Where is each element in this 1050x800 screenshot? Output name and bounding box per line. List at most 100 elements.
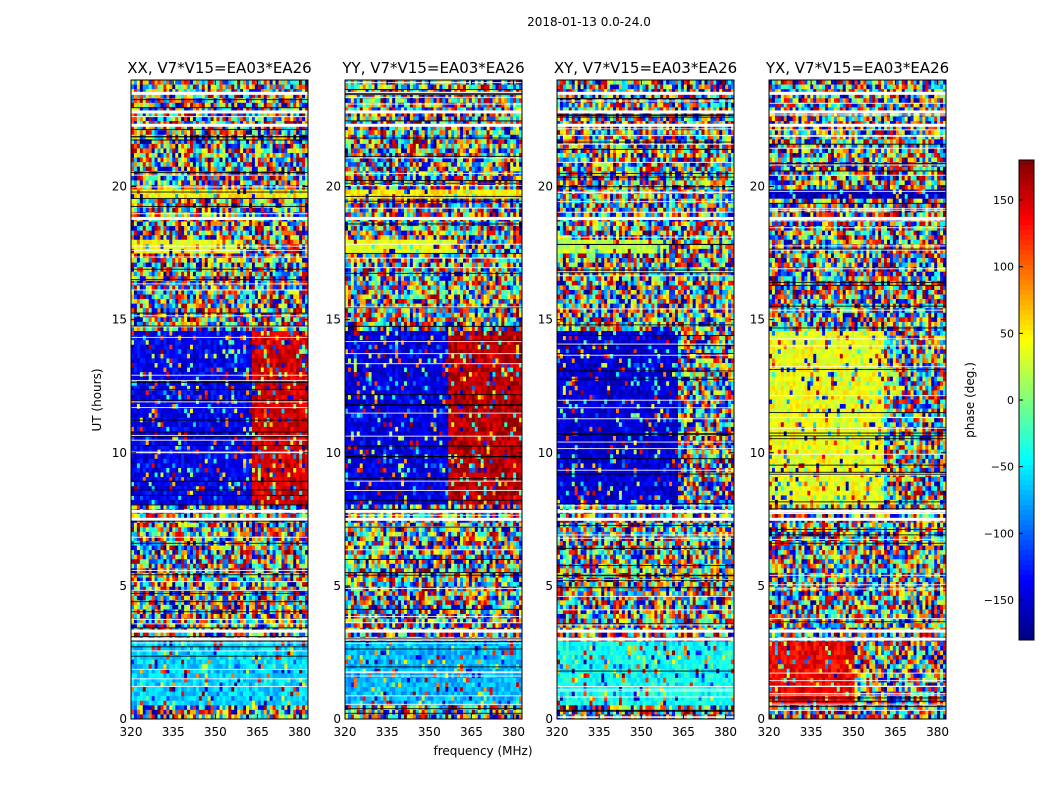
colorbar-step — [1019, 185, 1034, 191]
colorbar-step — [1019, 235, 1034, 241]
panel-4: YX, V7*V15=EA03*EA26 320 335 350 365 380 0 5 10 1… — [750, 59, 949, 739]
colorbar-step — [1019, 210, 1034, 216]
colorbar-step — [1019, 290, 1034, 296]
colorbar-step — [1019, 610, 1034, 616]
colorbar-step — [1019, 340, 1034, 346]
x-tick-label: 320 — [546, 725, 569, 739]
x-tick-label: 335 — [376, 725, 399, 739]
colorbar-step — [1019, 560, 1034, 566]
x-tick-label: 320 — [758, 725, 781, 739]
x-tick-label: 350 — [630, 725, 653, 739]
y-tick-label: 5 — [333, 579, 341, 593]
colorbar-step — [1019, 500, 1034, 506]
colorbar-tick-label: −50 — [991, 461, 1014, 474]
colorbar-step — [1019, 230, 1034, 236]
y-tick-label: 5 — [545, 579, 553, 593]
y-tick-label: 15 — [750, 313, 765, 327]
colorbar-step — [1019, 315, 1034, 321]
y-tick-label: 15 — [326, 313, 341, 327]
colorbar-step — [1019, 520, 1034, 526]
y-tick-label: 5 — [757, 579, 765, 593]
phase-image — [557, 80, 734, 719]
colorbar-step — [1019, 590, 1034, 596]
colorbar-step — [1019, 265, 1034, 271]
colorbar-step — [1019, 440, 1034, 446]
colorbar-step — [1019, 195, 1034, 201]
x-tick-label: 335 — [588, 725, 611, 739]
x-tick-label: 350 — [418, 725, 441, 739]
panel-frame — [130, 79, 309, 720]
colorbar-step — [1019, 635, 1034, 641]
colorbar-step — [1019, 580, 1034, 586]
colorbar-step — [1019, 485, 1034, 491]
colorbar-step — [1019, 595, 1034, 601]
colorbar-step — [1019, 350, 1034, 356]
colorbar-step — [1019, 445, 1034, 451]
colorbar-step — [1019, 390, 1034, 396]
colorbar-step — [1019, 330, 1034, 336]
y-tick-label: 0 — [333, 712, 341, 726]
colorbar-step — [1019, 225, 1034, 231]
colorbar-step — [1019, 495, 1034, 501]
colorbar-step — [1019, 190, 1034, 196]
colorbar-step — [1019, 480, 1034, 486]
panel-frame — [768, 79, 947, 720]
x-tick-label: 350 — [842, 725, 865, 739]
colorbar-step — [1019, 555, 1034, 561]
colorbar-step — [1019, 460, 1034, 466]
colorbar-step — [1019, 465, 1034, 471]
colorbar-step — [1019, 310, 1034, 316]
y-axis-label: UT (hours) — [90, 368, 104, 431]
colorbar-step — [1019, 410, 1034, 416]
phase-image — [345, 80, 522, 719]
y-tick-label: 10 — [538, 446, 553, 460]
colorbar-step — [1019, 255, 1034, 261]
y-tick-label: 20 — [750, 180, 765, 194]
colorbar-step — [1019, 505, 1034, 511]
colorbar-step — [1019, 270, 1034, 276]
colorbar-step — [1019, 365, 1034, 371]
colorbar-step — [1019, 305, 1034, 311]
colorbar-step — [1019, 335, 1034, 341]
y-tick-label: 20 — [326, 180, 341, 194]
colorbar-step — [1019, 240, 1034, 246]
y-tick-label: 0 — [119, 712, 127, 726]
x-tick-label: 365 — [672, 725, 695, 739]
colorbar-step — [1019, 455, 1034, 461]
colorbar-step — [1019, 250, 1034, 256]
colorbar-step — [1019, 475, 1034, 481]
phase-image — [131, 80, 308, 719]
panel-frame — [556, 79, 735, 720]
phase-image — [769, 80, 946, 719]
colorbar-step — [1019, 215, 1034, 221]
colorbar-step — [1019, 385, 1034, 391]
colorbar-step — [1019, 220, 1034, 226]
colorbar-step — [1019, 320, 1034, 326]
x-tick-label: 365 — [884, 725, 907, 739]
colorbar-step — [1019, 180, 1034, 186]
colorbar-tick-label: −100 — [984, 527, 1014, 540]
colorbar-tick-label: 150 — [993, 194, 1014, 207]
y-tick-label: 0 — [545, 712, 553, 726]
colorbar-tick-label: 50 — [1000, 327, 1014, 340]
colorbar-step — [1019, 585, 1034, 591]
colorbar-step — [1019, 530, 1034, 536]
colorbar-step — [1019, 285, 1034, 291]
colorbar-step — [1019, 400, 1034, 406]
colorbar-step — [1019, 515, 1034, 521]
colorbar-step — [1019, 565, 1034, 571]
x-tick-label: 335 — [800, 725, 823, 739]
colorbar-step — [1019, 160, 1034, 166]
x-tick-label: 380 — [926, 725, 949, 739]
x-tick-label: 365 — [460, 725, 483, 739]
colorbar-step — [1019, 550, 1034, 556]
panel-2: YY, V7*V15=EA03*EA26 320 335 350 365 380 0 5 10 1… — [326, 59, 525, 739]
colorbar-step — [1019, 575, 1034, 581]
colorbar-step — [1019, 540, 1034, 546]
colorbar-tick-label: 100 — [993, 261, 1014, 274]
colorbar-step — [1019, 470, 1034, 476]
colorbar-step — [1019, 200, 1034, 206]
colorbar-step — [1019, 345, 1034, 351]
y-tick-label: 10 — [326, 446, 341, 460]
